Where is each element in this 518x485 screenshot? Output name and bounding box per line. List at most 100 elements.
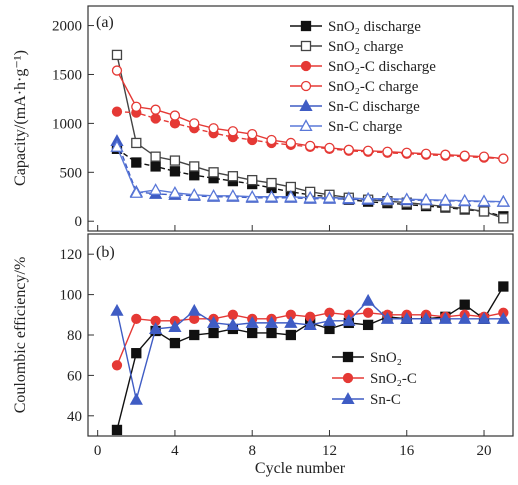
legend-item: SnO₂-C charge	[290, 79, 419, 95]
x-tick-label: 0	[94, 443, 102, 459]
y-tick-label: 80	[67, 328, 82, 344]
data-point	[478, 151, 490, 162]
legend-label: Sn-C discharge	[328, 99, 420, 115]
data-point	[438, 312, 452, 324]
y-tick-label: 0	[75, 214, 83, 230]
y-tick-label: 120	[60, 247, 83, 263]
legend-marker	[299, 99, 313, 112]
data-point	[189, 170, 200, 181]
legend-label: SnO₂-C charge	[328, 79, 419, 95]
data-point	[362, 307, 374, 318]
legend-label: SnO₂-C discharge	[328, 59, 436, 75]
legend-label: SnO₂	[370, 350, 402, 366]
legend-item: Sn-C charge	[290, 119, 403, 135]
data-point	[458, 312, 472, 324]
data-point	[129, 392, 143, 405]
data-point	[247, 129, 258, 140]
x-tick-label: 12	[322, 443, 337, 459]
data-point	[169, 110, 181, 121]
legend: SnO₂ discharge SnO₂ charge SnO₂-C discharg…	[290, 19, 436, 135]
y-axis-title: Capacity/(mA·h·g⁻¹)	[12, 50, 29, 186]
data-point	[111, 106, 123, 117]
data-point	[227, 126, 239, 137]
data-point	[131, 348, 142, 359]
data-point	[150, 151, 161, 162]
legend-label: Sn-C charge	[328, 119, 403, 135]
plot-frame	[87, 5, 514, 232]
data-point	[478, 206, 490, 217]
data-point	[111, 424, 123, 436]
y-ticks: 0 500 1000 1500 2000	[52, 19, 94, 230]
data-point	[187, 187, 201, 200]
series-sn-c-charge	[110, 140, 510, 207]
data-point	[187, 303, 201, 316]
y-axis-title: Coulombic efficiency/%	[12, 257, 29, 414]
y-tick-label: 40	[67, 409, 82, 425]
data-point	[208, 123, 219, 134]
data-point	[400, 192, 414, 205]
data-point	[459, 150, 470, 161]
data-point	[342, 191, 356, 204]
data-point	[110, 140, 124, 152]
y-tick-label: 100	[60, 288, 83, 304]
data-point	[189, 161, 200, 172]
data-point	[419, 192, 433, 205]
data-point	[498, 153, 509, 164]
x-axis-title: Cycle number	[255, 460, 346, 477]
legend-item: SnO₂-C discharge	[290, 59, 436, 75]
data-point	[208, 167, 219, 178]
panel-label: (a)	[96, 14, 114, 31]
y-tick-label: 1000	[52, 116, 82, 132]
efficiency-panel: (b) Coulombic efficiency/% 406080100120 …	[12, 233, 514, 477]
data-point	[477, 312, 491, 324]
data-point	[498, 213, 509, 224]
series-line	[116, 286, 504, 431]
legend-item: Sn-C discharge	[290, 99, 420, 115]
series-sno	[111, 281, 509, 436]
data-point	[284, 316, 298, 328]
data-point	[111, 49, 123, 61]
data-point	[362, 319, 374, 331]
legend-marker	[341, 392, 355, 405]
legend-item: SnO₂ discharge	[290, 19, 421, 35]
data-point	[303, 190, 317, 203]
data-point	[129, 186, 143, 198]
y-tick-label: 60	[67, 368, 82, 384]
data-point	[496, 312, 510, 324]
data-point	[496, 194, 510, 207]
data-point	[168, 186, 182, 198]
data-point	[206, 316, 221, 328]
x-tick-label: 8	[248, 443, 256, 459]
data-point	[382, 146, 393, 157]
data-point	[169, 155, 181, 166]
x-tick-label: 20	[477, 443, 492, 459]
legend-marker	[300, 40, 312, 52]
data-point	[149, 183, 163, 195]
data-point	[266, 327, 277, 339]
data-point	[131, 157, 142, 168]
data-point	[226, 188, 240, 201]
series-layer	[110, 49, 510, 224]
panel-label: (b)	[96, 244, 115, 261]
data-point	[168, 320, 182, 332]
data-point	[305, 140, 316, 152]
data-point	[343, 144, 354, 155]
data-point	[420, 148, 432, 159]
capacity-panel: (a) Capacity/(mA·h·g⁻¹) 0 500 1000 1500 2000…	[12, 5, 514, 232]
legend-label: SnO₂ discharge	[328, 19, 421, 35]
x-ticks	[97, 225, 485, 231]
series-sn-c	[110, 293, 510, 405]
data-point	[247, 327, 258, 339]
data-point	[111, 65, 123, 76]
legend-marker	[299, 119, 313, 132]
legend-label: Sn-C	[370, 392, 401, 408]
data-point	[245, 316, 259, 328]
y-ticks: 40 60 80 100 120	[60, 247, 94, 425]
data-point	[110, 303, 124, 316]
x-ticks: 0 4 8 12 16 20	[94, 430, 492, 459]
data-point	[322, 314, 337, 326]
data-point	[303, 318, 317, 330]
x-tick-label: 4	[171, 443, 179, 459]
data-point	[324, 142, 335, 153]
